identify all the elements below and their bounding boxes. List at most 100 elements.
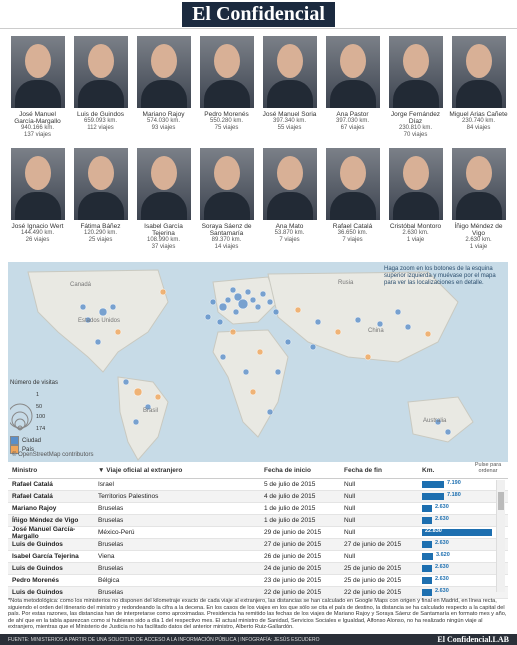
minister-card[interactable]: Pedro Morenés 550.280 km. 75 viajes xyxy=(197,36,256,139)
map-city-marker[interactable] xyxy=(434,418,442,426)
map-country-marker[interactable] xyxy=(364,353,372,361)
col-header-end[interactable]: Fecha de fin xyxy=(344,466,382,474)
site-logo[interactable]: El Confidencial xyxy=(182,1,335,27)
footer-logo[interactable]: El Confidencial.LAB xyxy=(437,635,509,644)
map-city-marker[interactable] xyxy=(274,368,282,376)
table-row[interactable]: Luis de Guindos Bruselas 22 de junio de 20… xyxy=(8,587,508,599)
table-row[interactable]: Íñigo Méndez de Vigo Bruselas 1 de julio d… xyxy=(8,515,508,527)
map-city-marker[interactable] xyxy=(216,318,224,326)
map-city-marker[interactable] xyxy=(249,296,257,304)
minister-photo[interactable] xyxy=(388,36,443,108)
col-header-start[interactable]: Fecha de inicio xyxy=(264,466,311,474)
map-city-marker[interactable] xyxy=(394,308,402,316)
minister-photo[interactable] xyxy=(451,36,506,108)
map-city-marker[interactable] xyxy=(209,298,217,306)
map-city-marker[interactable] xyxy=(266,408,274,416)
minister-card[interactable]: Isabel García Tejerina 108.990 km. 37 viaj… xyxy=(134,148,193,251)
map-city-marker[interactable] xyxy=(219,353,227,361)
map-city-marker[interactable] xyxy=(98,307,108,317)
map-country-marker[interactable] xyxy=(249,388,257,396)
map-attribution[interactable]: © OpenStreetMap contributors xyxy=(12,452,94,458)
minister-photo[interactable] xyxy=(262,148,317,220)
minister-card[interactable]: Fátima Báñez 120.290 km. 25 viajes xyxy=(71,148,130,251)
map-city-marker[interactable] xyxy=(94,338,102,346)
map-city-marker[interactable] xyxy=(237,298,249,310)
minister-card[interactable]: José Ignacio Wert 144.490 km. 26 viajes xyxy=(8,148,67,251)
minister-photo[interactable] xyxy=(451,148,506,220)
minister-photo[interactable] xyxy=(73,148,128,220)
table-scrollbar[interactable] xyxy=(496,480,505,592)
minister-card[interactable]: José Manuel García-Margallo 940.166 km. 13… xyxy=(8,36,67,139)
travel-map[interactable]: Canadá Estados Unidos Brasil Australia C… xyxy=(8,262,508,462)
map-city-marker[interactable] xyxy=(218,302,228,312)
map-city-marker[interactable] xyxy=(254,303,262,311)
map-city-marker[interactable] xyxy=(444,428,452,436)
map-city-marker[interactable] xyxy=(84,316,92,324)
minister-card[interactable]: Cristóbal Montoro 2.630 km. 1 viaje xyxy=(386,148,445,251)
map-city-marker[interactable] xyxy=(284,338,292,346)
map-country-marker[interactable] xyxy=(159,288,167,296)
map-city-marker[interactable] xyxy=(272,308,280,316)
minister-photo[interactable] xyxy=(262,36,317,108)
map-country-marker[interactable] xyxy=(229,328,237,336)
minister-card[interactable]: Mariano Rajoy 574.030 km. 93 viajes xyxy=(134,36,193,139)
minister-card[interactable]: Jorge Fernández Díaz 230.810 km. 70 viajes xyxy=(386,36,445,139)
table-row[interactable]: Luis de Guindos Bruselas 24 de junio de 20… xyxy=(8,563,508,575)
filter-icon[interactable]: ▼ xyxy=(98,466,105,474)
minister-card[interactable]: Luis de Guindos 659.093 km. 112 viajes xyxy=(71,36,130,139)
map-city-marker[interactable] xyxy=(242,368,250,376)
minister-photo[interactable] xyxy=(199,36,254,108)
minister-photo[interactable] xyxy=(199,148,254,220)
map-city-marker[interactable] xyxy=(109,303,117,311)
minister-photo[interactable] xyxy=(73,36,128,108)
map-country-marker[interactable] xyxy=(114,328,122,336)
minister-card[interactable]: Íñigo Méndez de Vigo 2.630 km. 1 viaje xyxy=(449,148,508,251)
map-city-marker[interactable] xyxy=(233,292,243,302)
scrollbar-thumb[interactable] xyxy=(498,492,504,510)
map-city-marker[interactable] xyxy=(204,313,212,321)
map-country-marker[interactable] xyxy=(154,393,162,401)
map-city-marker[interactable] xyxy=(232,308,240,316)
table-row[interactable]: Rafael Catalá Territorios Palestinos 4 de … xyxy=(8,491,508,503)
map-canvas[interactable]: Canadá Estados Unidos Brasil Australia C… xyxy=(8,262,508,462)
minister-photo[interactable] xyxy=(10,36,65,108)
map-city-marker[interactable] xyxy=(224,296,232,304)
minister-photo[interactable] xyxy=(325,148,380,220)
map-city-marker[interactable] xyxy=(354,316,362,324)
col-header-trip[interactable]: ▼ Viaje oficial al extranjero xyxy=(98,467,264,474)
minister-photo[interactable] xyxy=(325,36,380,108)
map-country-marker[interactable] xyxy=(133,387,143,397)
map-city-marker[interactable] xyxy=(404,323,412,331)
minister-card[interactable]: Miguel Arias Cañete 230.740 km. 84 viajes xyxy=(449,36,508,139)
table-row[interactable]: Isabel García Tejerina Viena 26 de junio d… xyxy=(8,551,508,563)
table-row[interactable]: José Manuel García-Margallo México-Perú 29… xyxy=(8,526,508,540)
map-city-marker[interactable] xyxy=(266,298,274,306)
map-city-marker[interactable] xyxy=(376,320,384,328)
table-row[interactable]: Rafael Catalá Israel 5 de julio de 2015 Nul… xyxy=(8,479,508,491)
col-header-km[interactable]: Km. xyxy=(422,466,435,474)
map-city-marker[interactable] xyxy=(144,403,152,411)
map-city-marker[interactable] xyxy=(79,303,87,311)
map-country-marker[interactable] xyxy=(256,348,264,356)
minister-photo[interactable] xyxy=(136,148,191,220)
map-city-marker[interactable] xyxy=(132,418,140,426)
map-country-marker[interactable] xyxy=(334,328,342,336)
map-city-marker[interactable] xyxy=(309,343,317,351)
minister-photo[interactable] xyxy=(10,148,65,220)
minister-card[interactable]: Ana Pastor 397.030 km. 67 viajes xyxy=(323,36,382,139)
table-row[interactable]: Pedro Morenés Bélgica 23 de junio de 2015 2… xyxy=(8,575,508,587)
minister-photo[interactable] xyxy=(136,36,191,108)
minister-card[interactable]: Soraya Sáenz de Santamaría 89.370 km. 14 v… xyxy=(197,148,256,251)
map-city-marker[interactable] xyxy=(229,286,237,294)
map-country-marker[interactable] xyxy=(424,330,432,338)
map-country-marker[interactable] xyxy=(294,306,302,314)
map-city-marker[interactable] xyxy=(122,378,130,386)
table-row[interactable]: Luis de Guindos Bruselas 27 de junio de 20… xyxy=(8,539,508,551)
map-city-marker[interactable] xyxy=(259,290,267,298)
minister-photo[interactable] xyxy=(388,148,443,220)
minister-card[interactable]: Rafael Catalá 36.650 km. 7 viajes xyxy=(323,148,382,251)
minister-card[interactable]: José Manuel Soria 397.340 km. 55 viajes xyxy=(260,36,319,139)
map-city-marker[interactable] xyxy=(244,288,252,296)
map-city-marker[interactable] xyxy=(314,318,322,326)
col-header-minister[interactable]: Ministro xyxy=(12,466,38,474)
